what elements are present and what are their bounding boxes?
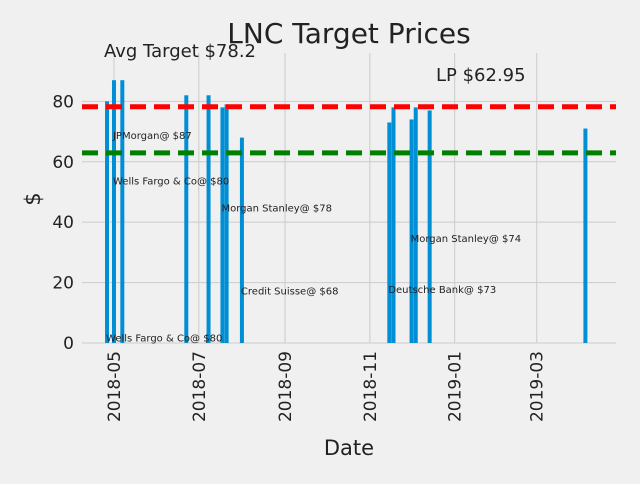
analyst-annotation: JPMorgan@ $87 — [112, 131, 192, 142]
x-tick-label: 2019-01 — [446, 351, 466, 422]
y-axis-label: $ — [21, 192, 45, 205]
grid — [82, 53, 616, 344]
analyst-annotation: Wells Fargo & Co@ $80 — [106, 333, 222, 344]
x-tick-label: 2018-09 — [276, 351, 296, 422]
annotations: Avg Target $78.2 LP $62.95 JPMorgan@ $87 We… — [104, 41, 526, 344]
target-bar — [413, 107, 418, 343]
plot-area — [82, 53, 616, 343]
x-axis-label: Date — [324, 436, 374, 460]
target-bar — [387, 122, 392, 344]
avg-target-label: Avg Target $78.2 — [104, 41, 256, 62]
target-bar — [427, 110, 432, 343]
x-tick-label: 2018-05 — [105, 351, 125, 422]
target-bar — [120, 80, 125, 343]
chart-title: LNC Target Prices — [227, 17, 470, 50]
target-bar — [239, 137, 244, 343]
analyst-annotation: Morgan Stanley@ $78 — [221, 204, 332, 215]
reference-lines — [82, 104, 616, 156]
target-bar — [409, 119, 414, 343]
y-tick-label: 80 — [52, 92, 74, 112]
analyst-annotation: Deutsche Bank@ $73 — [388, 285, 496, 296]
x-tick-label: 2019-03 — [528, 351, 548, 422]
axes: 0 20 40 60 80 2018-05 2018-07 2018-09 2018-11 201… — [52, 92, 547, 422]
y-tick-label: 0 — [63, 334, 74, 354]
y-tick-label: 40 — [52, 213, 74, 233]
bars — [105, 80, 588, 344]
target-bar — [224, 104, 229, 344]
target-bar — [391, 107, 396, 343]
target-bar — [184, 95, 189, 344]
x-tick-label: 2018-11 — [361, 351, 381, 422]
target-bar — [220, 107, 225, 343]
target-bar — [206, 95, 211, 344]
y-tick-label: 20 — [52, 274, 74, 294]
target-bar — [111, 80, 116, 343]
analyst-annotation: Wells Fargo & Co@ $80 — [113, 176, 229, 187]
target-bar — [583, 128, 588, 343]
last-price-label: LP $62.95 — [436, 65, 526, 86]
y-tick-label: 60 — [52, 153, 74, 173]
x-tick-label: 2018-07 — [190, 351, 210, 422]
analyst-annotation: Morgan Stanley@ $74 — [411, 234, 522, 245]
analyst-annotation: Credit Suisse@ $68 — [241, 287, 339, 298]
target-bar — [105, 101, 110, 343]
